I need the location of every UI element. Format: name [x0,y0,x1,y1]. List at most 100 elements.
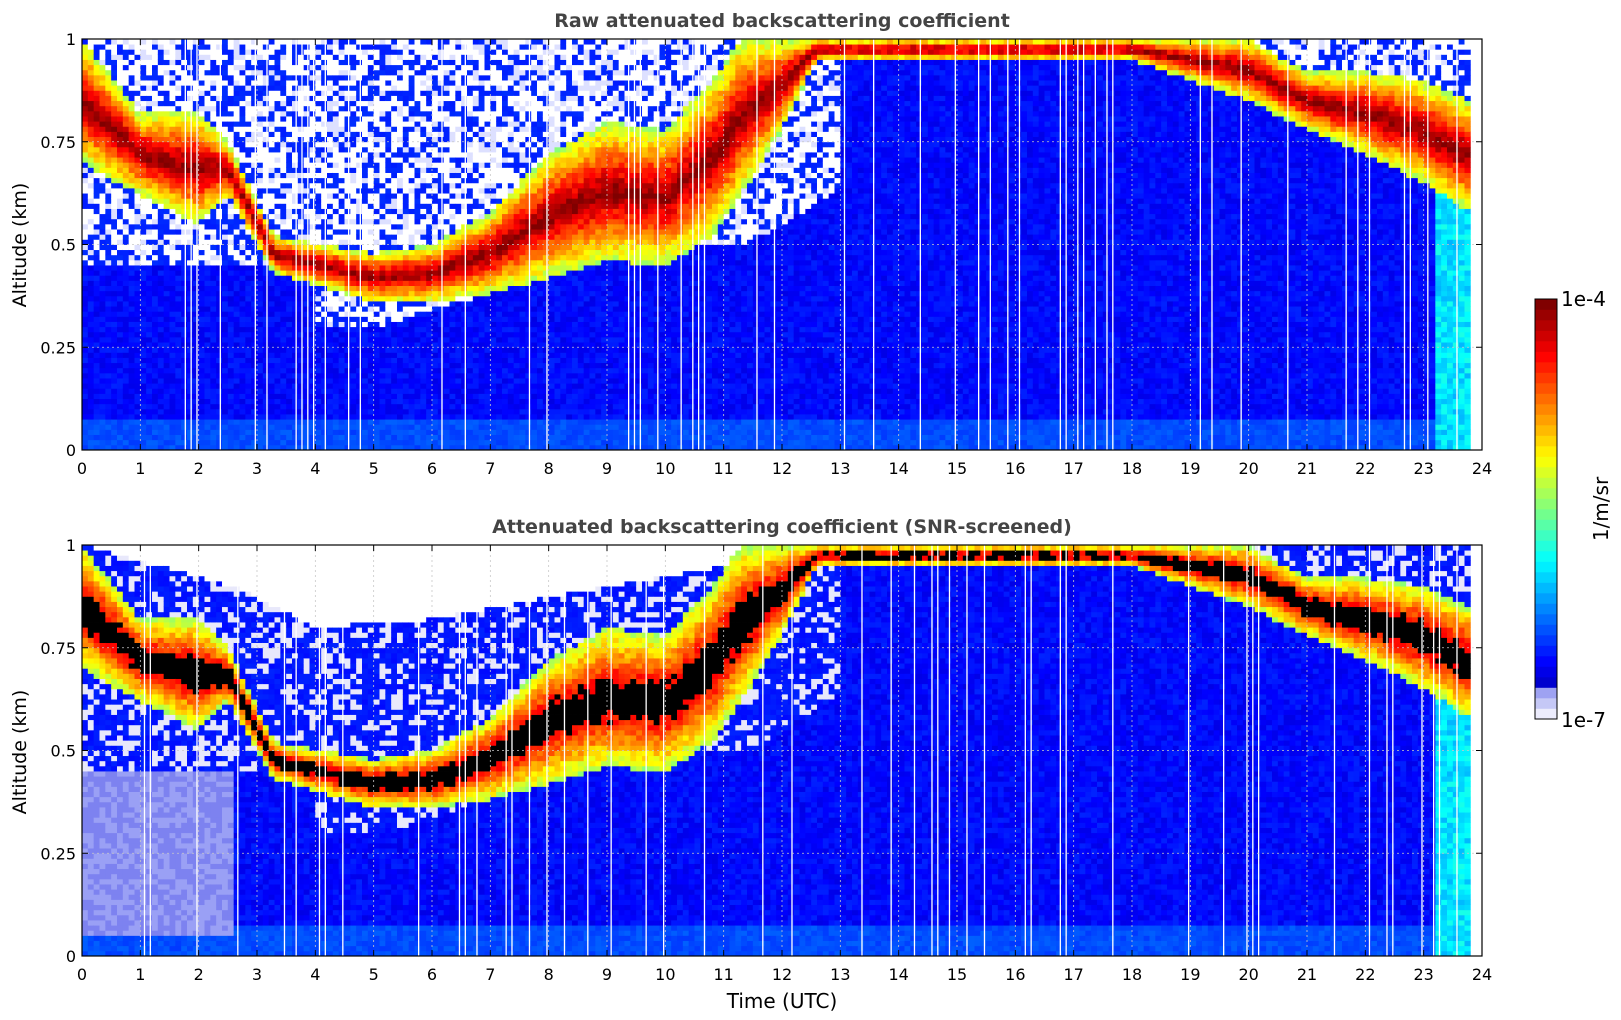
heatmap-cell [257,218,264,225]
heatmap-cell [169,126,176,132]
heatmap-cell [222,141,229,148]
heatmap-cell [245,100,252,107]
heatmap-cell [268,208,275,215]
heatmap-cell [286,275,293,281]
heatmap-cell [111,218,118,225]
heatmap-cell [140,424,147,430]
heatmap-cell [169,131,176,138]
heatmap-cell [344,229,351,235]
heatmap-cell [408,116,415,122]
heatmap-cell [420,321,427,328]
heatmap-cell [111,280,118,286]
heatmap-cell [397,121,404,127]
heatmap-cell [251,439,258,446]
heatmap-cell [420,121,427,127]
heatmap-cell [385,444,392,450]
heatmap-cell [332,290,340,297]
heatmap-cell [82,321,89,328]
heatmap-cell [187,424,194,430]
heatmap-cell [367,265,375,271]
heatmap-cell [128,367,135,374]
heatmap-cell [210,336,217,343]
heatmap-cell [233,398,240,405]
heatmap-cell [140,285,147,292]
heatmap-cell [362,69,369,76]
heatmap-cell [356,290,363,297]
heatmap-cell [222,80,229,86]
heatmap-cell [274,162,281,168]
heatmap-cell [111,434,118,441]
heatmap-cell [169,95,176,102]
heatmap-cell [192,403,200,410]
heatmap-cell [402,259,410,266]
heatmap-cell [321,403,328,410]
heatmap-cell [391,110,398,117]
heatmap-cell [122,372,130,379]
heatmap-cell [373,352,380,358]
heatmap-cell [432,301,439,307]
heatmap-cell [274,316,281,322]
heatmap-cell [420,280,427,286]
heatmap-cell [286,352,293,358]
heatmap-cell [408,270,415,276]
heatmap-cell [87,444,95,450]
heatmap-cell [187,85,194,91]
heatmap-cell [192,331,200,338]
heatmap-cell [222,342,229,348]
heatmap-cell [239,347,246,353]
heatmap-cell [117,203,124,209]
heatmap-cell [397,223,404,230]
heatmap-cell [157,352,165,358]
heatmap-cell [245,121,252,127]
heatmap-cell [111,64,118,71]
heatmap-cell [233,85,240,91]
heatmap-cell [117,146,124,153]
heatmap-cell [227,321,235,328]
heatmap-cell [402,85,410,91]
heatmap-cell [379,326,386,333]
heatmap-cell [420,167,427,173]
heatmap-cell [309,414,316,420]
heatmap-cell [192,157,200,163]
heatmap-cell [87,59,95,66]
heatmap-cell [169,301,176,307]
heatmap-cell [274,372,281,379]
heatmap-cell [262,177,270,184]
heatmap-cell [274,229,281,235]
heatmap-cell [105,362,112,369]
heatmap-cell [262,100,270,107]
heatmap-cell [204,295,211,302]
heatmap-cell [402,167,410,173]
heatmap-cell [420,408,427,415]
heatmap-cell [134,424,141,430]
heatmap-cell [117,162,124,168]
heatmap-cell [397,342,404,348]
heatmap-cell [198,85,205,91]
heatmap-cell [82,275,89,281]
heatmap-cell [105,352,112,358]
heatmap-cell [414,398,421,405]
heatmap-cell [414,136,421,143]
heatmap-cell [338,100,345,107]
heatmap-cell [157,372,165,379]
heatmap-cell [111,85,118,91]
heatmap-cell [344,69,351,76]
heatmap-cell [303,357,310,364]
heatmap-cell [192,59,200,66]
heatmap-cell [82,146,89,153]
heatmap-cell [222,182,229,189]
heatmap-cell [262,434,270,441]
heatmap-cell [321,54,328,60]
heatmap-cell [99,326,106,333]
heatmap-cell [93,311,100,317]
heatmap-cell [327,439,334,446]
heatmap-cell [245,398,252,405]
heatmap-cell [181,326,188,333]
heatmap-cell [437,105,445,112]
heatmap-cell [321,167,328,173]
heatmap-cell [315,439,322,446]
heatmap-cell [432,80,439,86]
heatmap-cell [87,434,95,441]
heatmap-cell [157,265,165,271]
heatmap-cell [257,208,264,215]
